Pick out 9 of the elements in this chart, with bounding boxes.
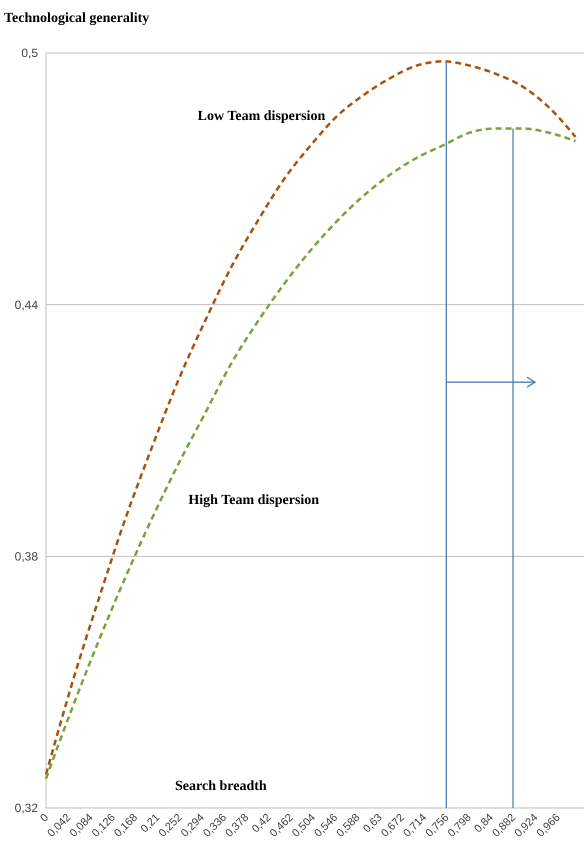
y-tick-label: 0,32 bbox=[14, 801, 38, 816]
series-label: Low Team dispersion bbox=[198, 108, 326, 124]
x-axis-title: Search breadth bbox=[175, 779, 267, 794]
y-axis-title: Technological generality bbox=[4, 11, 150, 26]
y-tick-label: 0,5 bbox=[21, 46, 38, 60]
series-label: High Team dispersion bbox=[188, 493, 320, 508]
y-tick-label: 0,44 bbox=[14, 298, 38, 312]
y-tick-label: 0,38 bbox=[14, 550, 38, 564]
x-tick-label: 0 bbox=[38, 812, 52, 824]
